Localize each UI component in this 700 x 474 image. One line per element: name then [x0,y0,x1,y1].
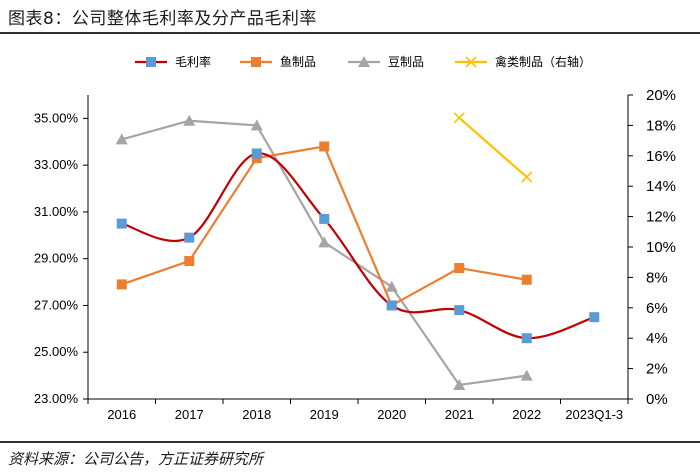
right-tick-label: 0% [646,391,668,408]
series-line [121,152,595,340]
legend-label: 毛利率 [175,54,211,69]
legend-item: 鱼制品 [240,55,316,69]
left-tick-label: 33.00% [34,157,79,172]
legend-marker [146,57,156,67]
data-point [454,305,465,316]
left-tick-label: 29.00% [34,251,79,266]
series-line [121,145,527,307]
data-point [521,333,532,344]
source-note: 资料来源：公司公告，方正证券研究所 [8,450,264,468]
right-tick-label: 10% [646,239,676,256]
series-2 [115,114,533,390]
legend-label: 禽类制品（右轴） [495,54,591,69]
data-point [386,300,397,311]
x-tick-label: 2018 [242,407,271,422]
legend-item: 豆制品 [348,55,424,69]
data-point [184,256,195,267]
right-tick-label: 14% [646,178,676,195]
marker-stroke [521,171,533,183]
axes: 23.00% 25.00% 27.00% 29.00% 31.00% 33.00% 35.0… [34,87,676,422]
x-tick-label: 2017 [175,407,204,422]
right-tick-label: 18% [646,117,676,134]
left-tick-label: 35.00% [34,110,79,125]
series-line [121,119,527,387]
data-point [319,213,330,224]
left-tick-label: 31.00% [34,204,79,219]
top-rule [0,32,700,34]
data-point [589,312,600,323]
data-point [319,141,330,152]
left-tick-label: 25.00% [34,344,79,359]
x-tick-label: 2022 [512,407,541,422]
series-line [458,116,528,178]
legend-item: 禽类制品（右轴） [455,54,591,69]
data-point [116,279,127,290]
series-3 [453,112,533,183]
legend-marker [358,56,370,67]
data-point [453,378,466,390]
x-tick-label: 2020 [377,407,406,422]
data-point [251,148,262,159]
right-tick-label: 6% [646,300,668,317]
right-tick-label: 12% [646,209,676,226]
marker-stroke [453,112,465,124]
legend-item: 毛利率 [135,54,211,69]
data-point [453,112,465,124]
data-point [521,274,532,285]
left-tick-label: 27.00% [34,297,79,312]
x-tick-label: 2021 [445,407,474,422]
right-tick-label: 16% [646,148,676,165]
x-tick-label: 2023Q1-3 [565,407,623,422]
legend-label: 鱼制品 [280,55,316,69]
right-tick-label: 2% [646,361,668,378]
data-point [116,218,127,229]
x-tick-label: 2016 [107,407,136,422]
right-tick-label: 20% [646,87,676,104]
legend-marker [465,56,477,68]
data-point [454,263,465,274]
figure-title: 图表8：公司整体毛利率及分产品毛利率 [8,9,317,29]
right-tick-label: 8% [646,269,668,286]
data-point [521,171,533,183]
data-point [250,119,263,131]
series-0 [116,148,600,344]
legend-label: 豆制品 [388,55,424,69]
data-point [318,236,331,248]
data-point [184,232,195,243]
data-point [183,114,196,126]
series-layer [115,112,600,390]
x-tick-label: 2019 [310,407,339,422]
data-point [520,369,533,381]
legend: 毛利率 鱼制品 豆制品 禽类制品（右轴） [135,54,591,69]
legend-marker [251,57,261,67]
right-tick-label: 4% [646,330,668,347]
data-point [385,280,398,292]
marker-stroke [465,56,477,68]
left-tick-label: 23.00% [34,391,79,406]
series-1 [116,141,532,311]
bottom-rule [0,441,700,443]
data-point [115,133,128,145]
